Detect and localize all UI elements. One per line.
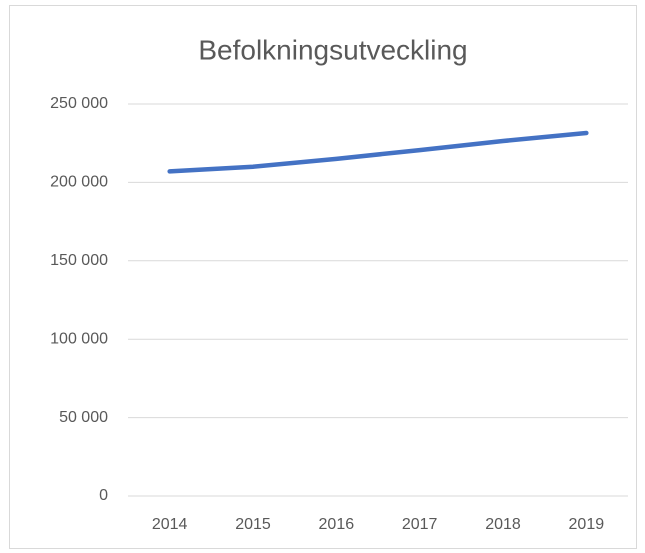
line-series xyxy=(167,130,589,174)
y-tick-label: 50 000 xyxy=(59,409,108,426)
x-tick-label: 2019 xyxy=(569,516,605,533)
x-tick-label: 2016 xyxy=(319,516,355,533)
y-tick-label: 200 000 xyxy=(50,174,108,191)
chart-border xyxy=(9,5,637,549)
x-tick-label: 2018 xyxy=(485,516,521,533)
x-tick-label: 2015 xyxy=(235,516,271,533)
y-tick-label: 0 xyxy=(99,487,108,504)
x-tick-label: 2014 xyxy=(152,516,188,533)
y-tick-label: 250 000 xyxy=(50,95,108,112)
chart-title: Befolkningsutveckling xyxy=(198,34,467,65)
y-tick-label: 150 000 xyxy=(50,252,108,269)
x-tick-label: 2017 xyxy=(402,516,438,533)
y-tick-label: 100 000 xyxy=(50,330,108,347)
